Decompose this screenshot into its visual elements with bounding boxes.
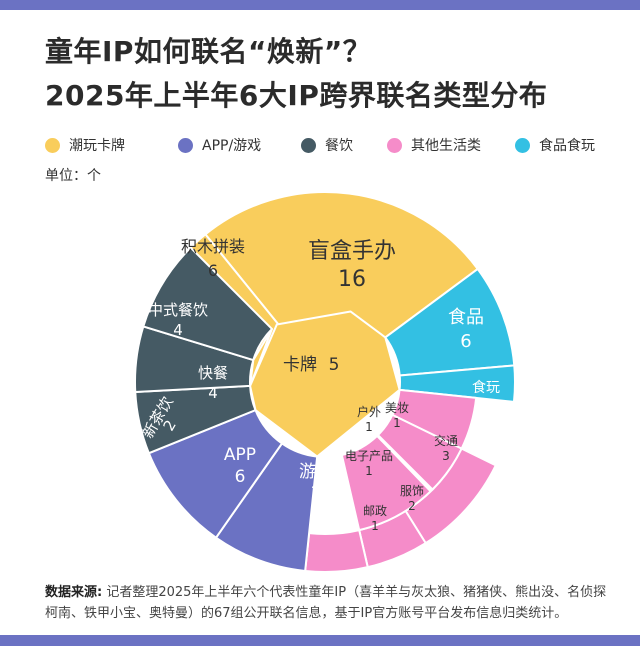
slice-value-户外: 1	[365, 420, 373, 434]
legend-label: 其他生活类	[411, 138, 481, 154]
slice-value-盲盒手办: 16	[338, 267, 366, 292]
chart-legend: 潮玩卡牌 APP/游戏 餐饮 其他生活类 食品食玩	[45, 133, 640, 157]
slice-中式餐饮	[142, 246, 273, 362]
source-text: 记者整理2025年上半年六个代表性童年IP（喜羊羊与灰太狼、猪猪侠、熊出没、名侦…	[45, 585, 607, 621]
slice-value-APP: 6	[235, 467, 246, 487]
slice-value-电子产品: 1	[365, 464, 373, 478]
slice-卡牌	[249, 310, 401, 458]
slice-label-户外: 户外	[357, 404, 381, 419]
legend-item-food: 食品食玩	[515, 133, 595, 157]
slice-label-邮政: 邮政	[363, 504, 387, 518]
legend-label: 餐饮	[325, 138, 353, 154]
unit-label: 单位：个	[45, 168, 101, 184]
legend-label: 食品食玩	[539, 138, 595, 154]
legend-item-catering: 餐饮	[301, 133, 353, 157]
slice-value-中式餐饮: 4	[173, 321, 183, 339]
legend-item-app-game: APP/游戏	[178, 133, 261, 157]
slice-value-美妆: 1	[393, 416, 401, 430]
slice-label-交通: 交通	[434, 433, 458, 448]
slice-value-游戏: 7	[311, 484, 322, 504]
legend-item-chaowan: 潮玩卡牌	[45, 133, 125, 157]
legend-swatch	[387, 137, 402, 153]
slice-label-游戏: 游戏	[299, 462, 333, 482]
bottom-accent-bar	[0, 635, 640, 646]
slice-电子产品	[340, 434, 432, 532]
slice-label-食品: 食品	[448, 307, 484, 328]
slice-label-中式餐饮: 中式餐饮	[148, 301, 208, 319]
slice-label-盲盒手办: 盲盒手办	[308, 239, 396, 264]
slice-label-美妆: 美妆	[385, 401, 409, 415]
slice-value-交通: 3	[442, 449, 450, 463]
slice-label-服饰: 服饰	[400, 484, 424, 498]
chart-title-line2: 2025年上半年6大IP跨界联名类型分布	[45, 79, 548, 112]
slice-label-积木拼装: 积木拼装	[181, 237, 245, 256]
legend-swatch	[45, 137, 60, 153]
slice-value-邮政: 1	[371, 519, 379, 533]
slice-label-电子产品: 电子产品	[345, 449, 393, 463]
legend-label: APP/游戏	[202, 138, 262, 154]
slice-value-食玩: 2	[482, 398, 491, 414]
slice-value-积木拼装: 6	[208, 261, 218, 280]
legend-swatch	[515, 137, 530, 153]
slice-label-卡牌: 卡牌	[283, 355, 317, 375]
source-label: 数据来源:	[45, 585, 103, 600]
slice-label-快餐: 快餐	[198, 364, 228, 382]
top-accent-bar	[0, 0, 640, 10]
legend-swatch	[178, 137, 193, 153]
slice-value-服饰: 2	[408, 499, 416, 513]
slice-value-卡牌: 5	[329, 355, 340, 375]
slice-邮政	[304, 529, 369, 573]
legend-item-lifestyle: 其他生活类	[387, 133, 481, 157]
slice-value-快餐: 4	[208, 384, 218, 402]
chart-title-line1: 童年IP如何联名“焕新”？	[45, 35, 372, 68]
slice-value-食品: 6	[460, 331, 471, 352]
legend-label: 潮玩卡牌	[69, 138, 125, 154]
slice-label-APP: APP	[224, 445, 256, 465]
legend-swatch	[301, 137, 316, 153]
slice-label-食玩: 食玩	[472, 379, 500, 396]
data-source-note: 数据来源: 记者整理2025年上半年六个代表性童年IP（喜羊羊与灰太狼、猪猪侠、…	[45, 582, 610, 624]
